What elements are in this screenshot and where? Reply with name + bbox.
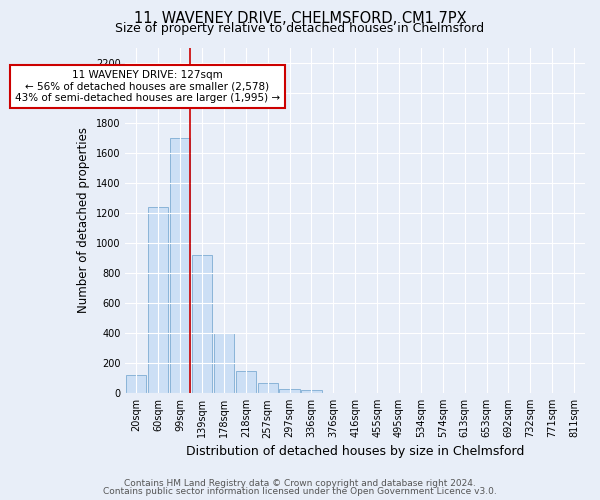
Text: 11, WAVENEY DRIVE, CHELMSFORD, CM1 7PX: 11, WAVENEY DRIVE, CHELMSFORD, CM1 7PX xyxy=(134,11,466,26)
Bar xyxy=(148,207,169,393)
Bar xyxy=(257,384,278,393)
Bar xyxy=(236,370,256,393)
Text: Contains public sector information licensed under the Open Government Licence v3: Contains public sector information licen… xyxy=(103,487,497,496)
Bar xyxy=(280,388,299,393)
Bar xyxy=(170,138,190,393)
X-axis label: Distribution of detached houses by size in Chelmsford: Distribution of detached houses by size … xyxy=(186,444,524,458)
Bar xyxy=(214,333,234,393)
Text: 11 WAVENEY DRIVE: 127sqm
← 56% of detached houses are smaller (2,578)
43% of sem: 11 WAVENEY DRIVE: 127sqm ← 56% of detach… xyxy=(15,70,280,103)
Text: Contains HM Land Registry data © Crown copyright and database right 2024.: Contains HM Land Registry data © Crown c… xyxy=(124,478,476,488)
Bar xyxy=(301,390,322,393)
Bar xyxy=(192,255,212,393)
Text: Size of property relative to detached houses in Chelmsford: Size of property relative to detached ho… xyxy=(115,22,485,35)
Y-axis label: Number of detached properties: Number of detached properties xyxy=(77,128,90,314)
Bar xyxy=(126,375,146,393)
